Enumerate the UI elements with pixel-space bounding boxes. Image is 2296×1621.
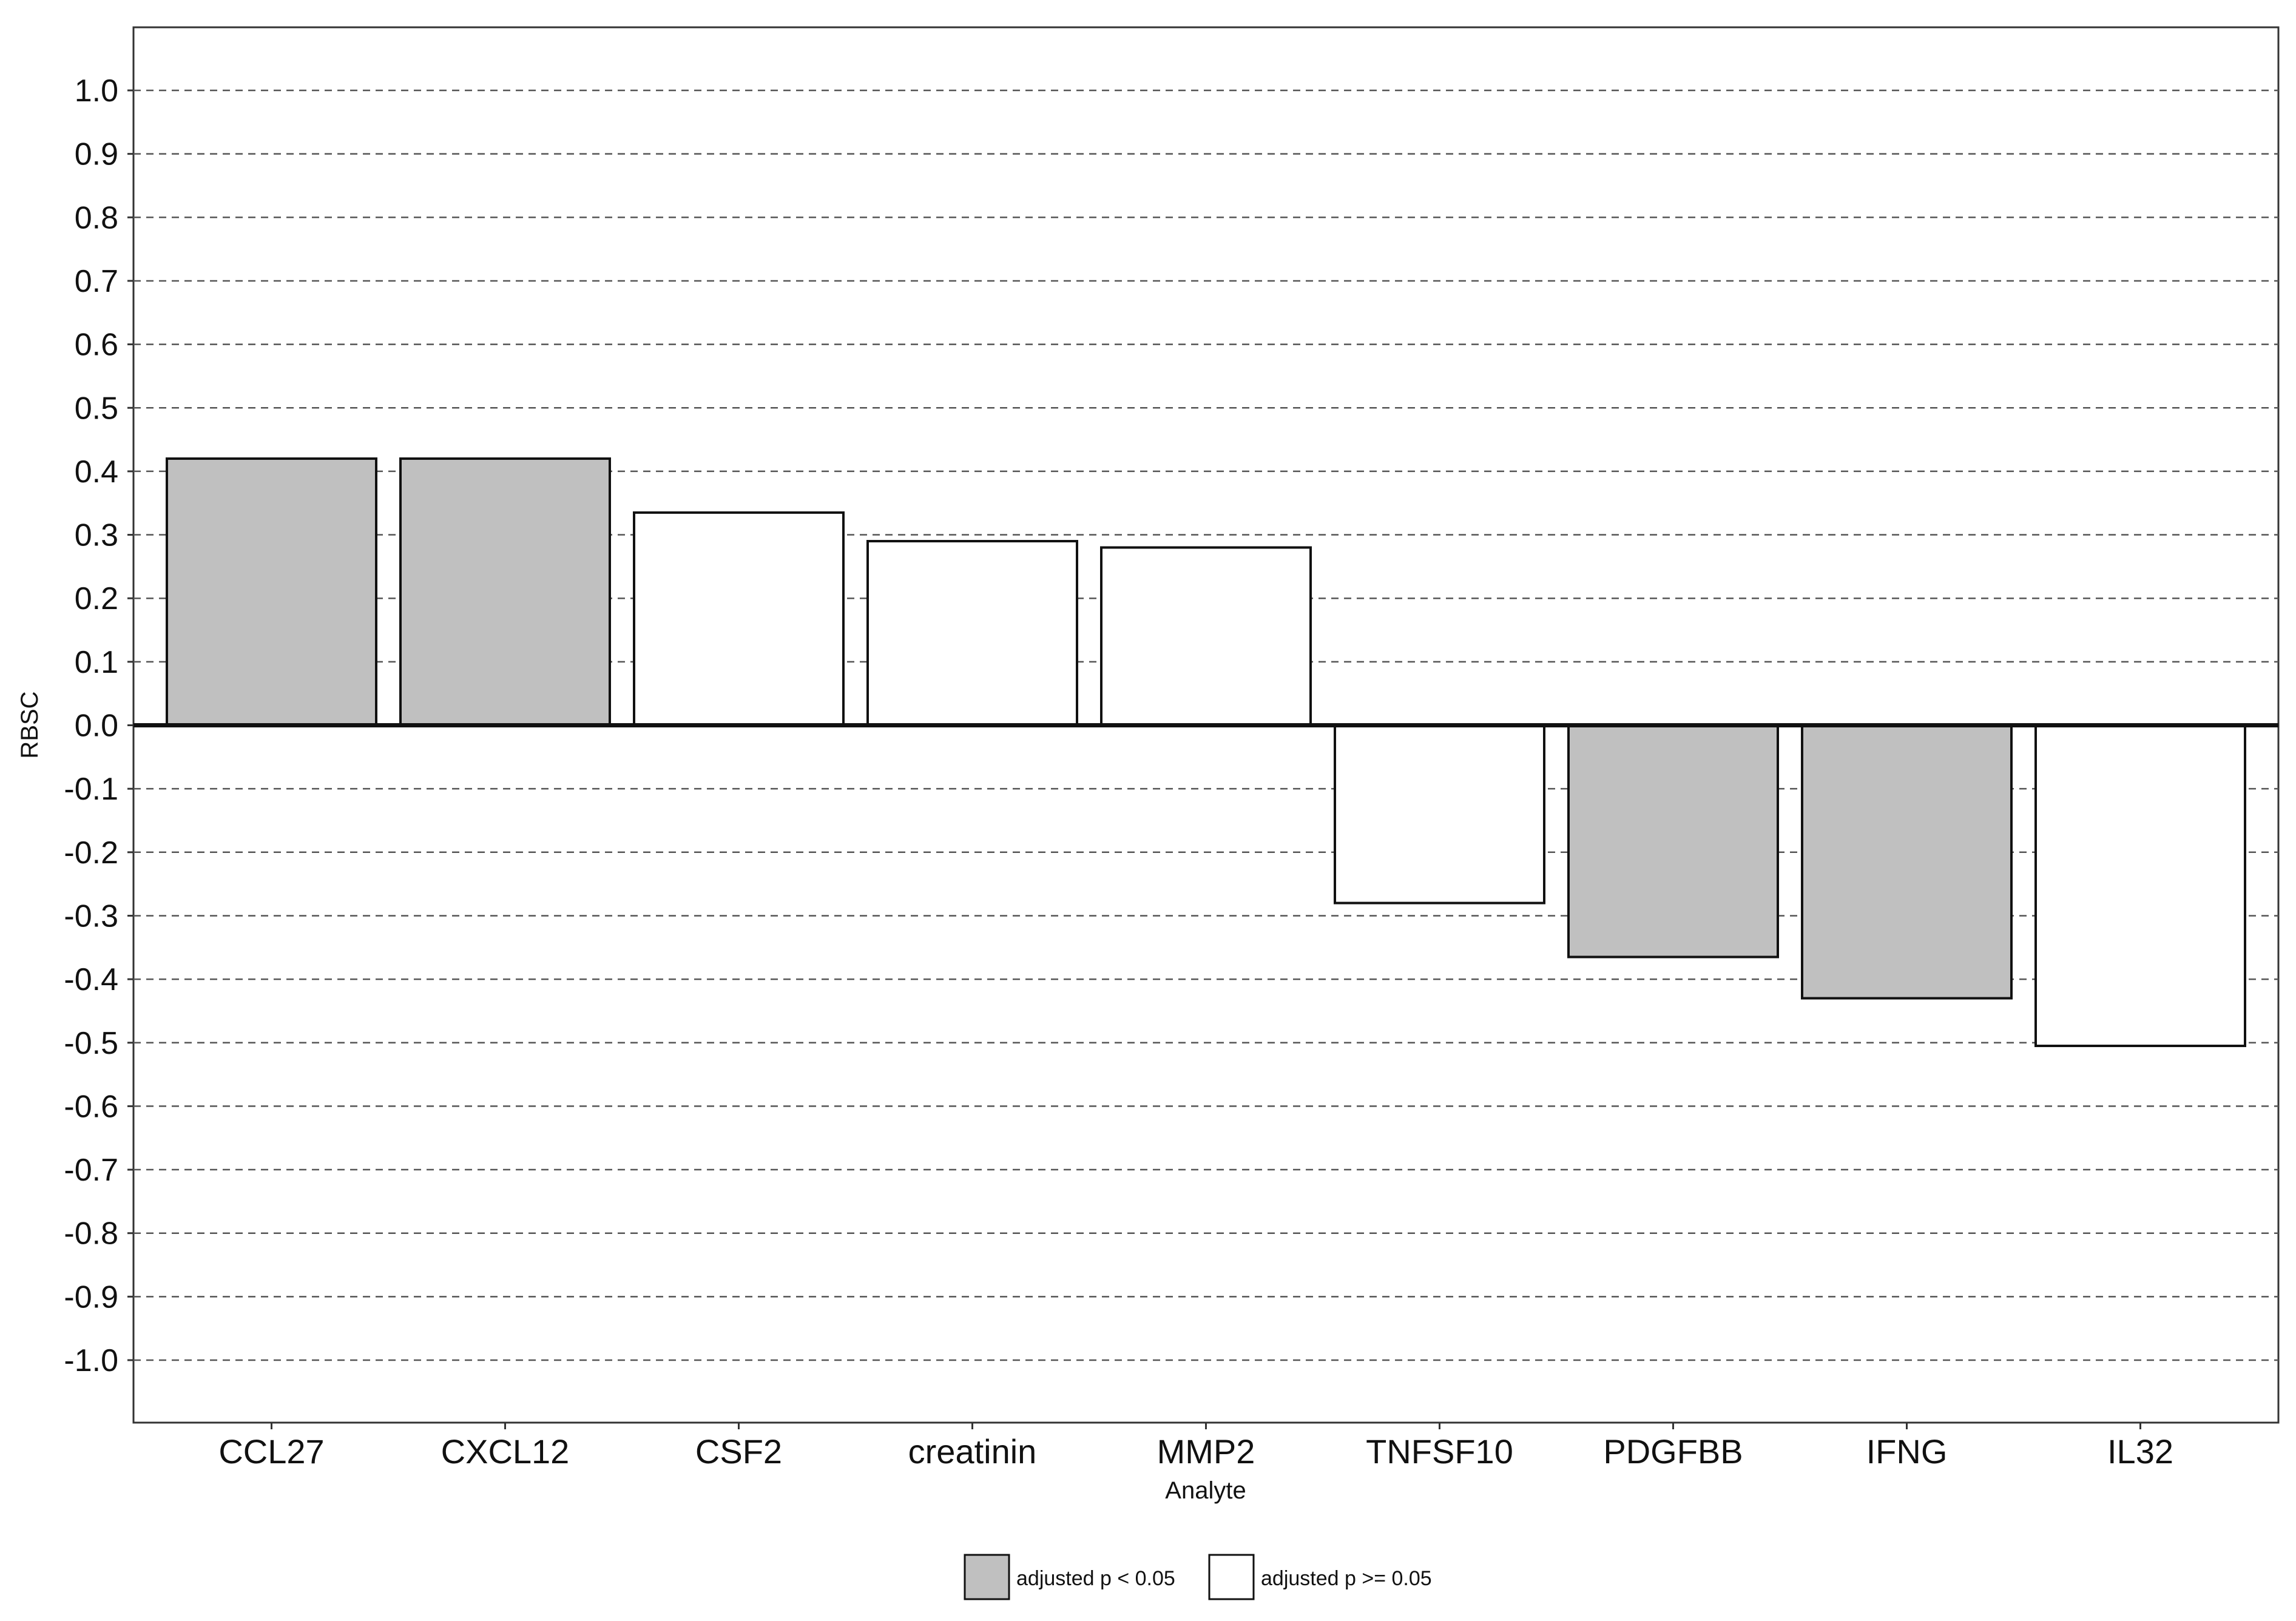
bar-cxcl12 (399, 457, 611, 727)
x-axis-title: Analyte (1165, 1477, 1246, 1504)
legend-label-significant: adjusted p < 0.05 (1016, 1567, 1175, 1590)
y-tick-label: 1.0 (75, 73, 118, 109)
y-tick-label: 0.3 (75, 518, 118, 553)
y-tick-label: 0.6 (75, 328, 118, 363)
y-tick-label: -1.0 (64, 1343, 118, 1378)
y-ticks: 1.0 0.9 0.8 0.7 0.6 0.5 0.4 0.3 0.2 0.1 0.0 -0.1 -0.… (64, 73, 133, 1378)
x-tick-label: CXCL12 (441, 1432, 570, 1471)
y-tick-label: -0.8 (64, 1216, 118, 1252)
y-tick-label: 0.1 (75, 645, 118, 680)
x-tick-label: IL32 (2107, 1432, 2173, 1471)
x-tick-label: PDGFBB (1603, 1432, 1743, 1471)
y-tick-label: -0.5 (64, 1026, 118, 1061)
bar-creatinin (866, 540, 1078, 727)
y-tick-label: -0.3 (64, 898, 118, 934)
bar-csf2 (633, 511, 845, 727)
bar-mmp2 (1100, 546, 1312, 727)
legend-swatch-significant (964, 1554, 1010, 1600)
legend-label-not-significant: adjusted p >= 0.05 (1261, 1567, 1432, 1590)
y-tick-label: 0.7 (75, 264, 118, 299)
y-tick-label: -0.7 (64, 1153, 118, 1188)
y-tick-label: -0.1 (64, 772, 118, 807)
y-tick-label: 0.9 (75, 137, 118, 172)
bar-ccl27 (166, 457, 377, 727)
bars (166, 457, 2246, 1047)
x-tick-label: CCL27 (218, 1432, 324, 1471)
y-tick-label: 0.0 (75, 709, 118, 744)
y-tick-label: -0.2 (64, 835, 118, 871)
x-tick-label: IFNG (1866, 1432, 1948, 1471)
x-tick-labels: CCL27 CXCL12 CSF2 creatinin MMP2 TNFSF10 PDGFB… (218, 1423, 2173, 1471)
y-tick-label: 0.4 (75, 454, 118, 490)
y-tick-label: 0.2 (75, 581, 118, 616)
x-tick-label: TNFSF10 (1366, 1432, 1513, 1471)
y-axis-title: RBSC (16, 691, 43, 758)
x-tick-label: creatinin (908, 1432, 1037, 1471)
y-tick-label: -0.9 (64, 1279, 118, 1315)
legend-swatch-not-significant (1208, 1554, 1255, 1600)
legend: adjusted p < 0.05 adjusted p >= 0.05 (964, 1554, 1432, 1600)
bar-il32 (2034, 724, 2246, 1047)
y-tick-label: -0.4 (64, 962, 118, 997)
y-tick-label: 0.8 (75, 200, 118, 235)
bar-tnfsf10 (1334, 724, 1545, 905)
bar-ifng (1801, 724, 2013, 1000)
y-tick-label: -0.6 (64, 1089, 118, 1124)
bar-pdgfbb (1567, 724, 1779, 959)
x-tick-label: CSF2 (695, 1432, 782, 1471)
y-tick-label: 0.5 (75, 391, 118, 426)
x-tick-label: MMP2 (1157, 1432, 1255, 1471)
